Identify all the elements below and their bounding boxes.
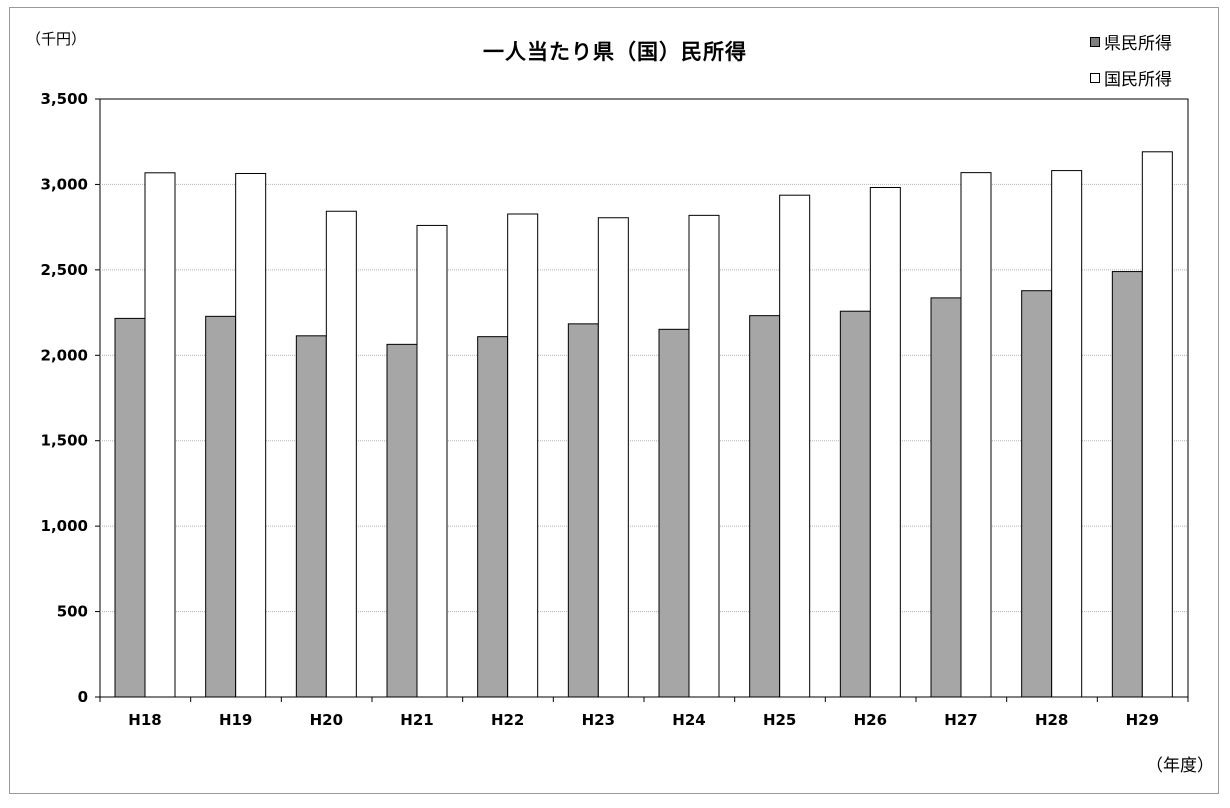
bar-national-income bbox=[597, 217, 629, 698]
x-axis-unit-label: （年度） bbox=[1146, 756, 1214, 776]
bar-national-income bbox=[1051, 170, 1083, 698]
y-tick-label: 2,500 bbox=[41, 261, 88, 279]
y-tick-label: 1,500 bbox=[41, 432, 88, 450]
y-tick-label: 3,500 bbox=[41, 90, 88, 108]
y-axis-unit-label: （千円） bbox=[26, 30, 87, 48]
bar-national-income bbox=[325, 210, 357, 698]
legend-item-national-income: 国民所得 bbox=[1090, 65, 1172, 90]
x-tick-label: H20 bbox=[310, 711, 343, 729]
x-tick-label: H21 bbox=[400, 711, 433, 729]
bar-national-income bbox=[416, 224, 448, 698]
bar-national-income bbox=[779, 194, 811, 698]
x-tick-label: H25 bbox=[763, 711, 796, 729]
bar-national-income bbox=[507, 213, 539, 698]
x-tick-label: H29 bbox=[1126, 711, 1159, 729]
bar-national-income bbox=[1141, 151, 1173, 698]
chart-title: 一人当たり県（国）民所得 bbox=[483, 40, 747, 64]
bar-pref-income bbox=[205, 315, 237, 698]
bar-national-income bbox=[869, 187, 901, 698]
x-tick-label: H27 bbox=[944, 711, 977, 729]
bar-pref-income bbox=[1021, 290, 1053, 698]
bar-pref-income bbox=[295, 335, 327, 698]
bar-national-income bbox=[688, 214, 720, 698]
y-tick-label: 500 bbox=[57, 603, 88, 621]
bar-pref-income bbox=[930, 297, 962, 698]
x-tick-label: H22 bbox=[491, 711, 524, 729]
bar-national-income bbox=[235, 172, 267, 698]
bar-national-income bbox=[144, 172, 176, 698]
bar-pref-income bbox=[567, 323, 599, 698]
bar-pref-income bbox=[114, 317, 146, 698]
plot-area bbox=[99, 98, 1189, 698]
bar-pref-income bbox=[749, 315, 781, 698]
legend-label: 国民所得 bbox=[1104, 70, 1172, 90]
legend-swatch-white bbox=[1090, 72, 1100, 83]
x-tick-label: H28 bbox=[1035, 711, 1068, 729]
y-tick-label: 0 bbox=[78, 688, 88, 706]
x-tick-label: H19 bbox=[219, 711, 252, 729]
x-tick-label: H26 bbox=[854, 711, 887, 729]
legend-item-pref-income: 県民所得 bbox=[1090, 29, 1172, 54]
y-tick-label: 3,000 bbox=[41, 175, 88, 193]
bar-pref-income bbox=[658, 328, 690, 698]
x-tick-label: H23 bbox=[582, 711, 615, 729]
y-tick-label: 2,000 bbox=[41, 346, 88, 364]
bar-pref-income bbox=[839, 310, 871, 698]
y-tick-label: 1,000 bbox=[41, 517, 88, 535]
bar-pref-income bbox=[386, 343, 418, 698]
x-tick-label: H24 bbox=[672, 711, 705, 729]
bar-national-income bbox=[960, 172, 992, 698]
legend-swatch-gray bbox=[1090, 36, 1100, 47]
legend-label: 県民所得 bbox=[1104, 34, 1172, 54]
bar-pref-income bbox=[477, 336, 509, 698]
bar-pref-income bbox=[1111, 271, 1143, 698]
x-tick-label: H18 bbox=[128, 711, 161, 729]
